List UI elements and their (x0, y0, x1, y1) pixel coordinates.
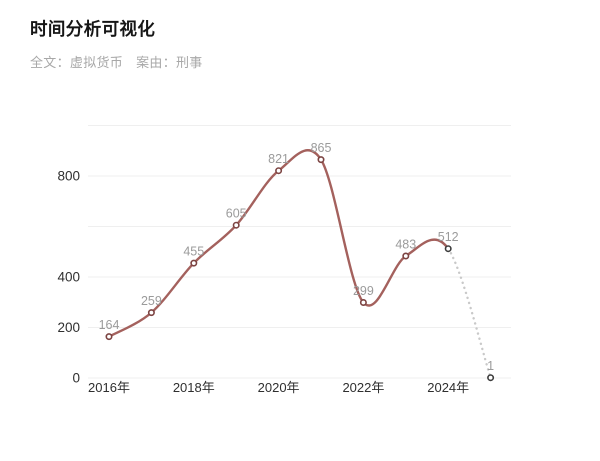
data-point-marker (317, 156, 325, 164)
data-point-label: 512 (438, 230, 459, 244)
series-line (107, 149, 450, 338)
fulltext-filter-label: 全文：虚拟货币 (30, 55, 124, 70)
data-point-marker (487, 374, 495, 382)
data-point-marker (147, 309, 155, 317)
data-point-marker (402, 252, 410, 260)
data-point-marker (232, 221, 240, 229)
page-title: 时间分析可视化 (30, 19, 156, 39)
data-point-label: 164 (99, 318, 120, 332)
data-point-marker (359, 298, 367, 306)
forecast-dotted-line (447, 247, 492, 379)
data-point-marker (444, 245, 452, 253)
x-axis-label: 2024年 (427, 380, 469, 395)
x-axis-label: 2018年 (173, 380, 215, 395)
x-axis-label: 2020年 (258, 380, 300, 395)
y-axis-label: 400 (57, 270, 80, 285)
data-point-marker (105, 333, 113, 341)
data-point-label: 605 (226, 207, 247, 221)
x-axis-label: 2022年 (342, 380, 384, 395)
y-axis-label: 800 (57, 169, 80, 184)
cause-filter-label: 案由：刑事 (136, 55, 203, 70)
data-point-label: 1 (487, 359, 494, 373)
y-axis-label: 0 (72, 371, 80, 386)
data-point-label: 821 (268, 152, 289, 166)
y-axis-label: 200 (57, 320, 80, 335)
data-point-marker (190, 259, 198, 267)
data-point-marker (275, 167, 283, 175)
data-point-label: 483 (395, 238, 416, 252)
data-point-label: 455 (183, 245, 204, 259)
filter-summary: 全文：虚拟货币 案由：刑事 (30, 52, 203, 71)
x-axis-label: 2016年 (88, 380, 130, 395)
data-point-label: 259 (141, 294, 162, 308)
data-point-label: 299 (353, 284, 374, 298)
data-point-label: 865 (311, 141, 332, 155)
